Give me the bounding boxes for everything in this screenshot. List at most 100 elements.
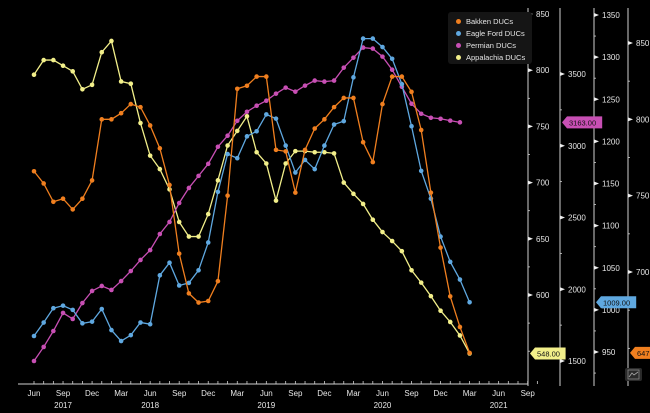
- data-point: [186, 291, 192, 296]
- y-axis-tick: [594, 97, 599, 102]
- data-point: [89, 319, 95, 324]
- data-point: [293, 89, 298, 94]
- y-axis-tick: [528, 180, 533, 185]
- x-tick-label: Jun: [260, 389, 273, 398]
- data-point: [118, 110, 124, 116]
- data-point: [31, 333, 37, 339]
- series-line: [33, 75, 471, 354]
- data-point: [399, 74, 405, 79]
- data-point: [60, 196, 66, 202]
- chart-type-button[interactable]: [625, 368, 642, 381]
- data-point: [109, 38, 114, 44]
- y-axis-tick: [594, 55, 599, 60]
- data-point: [322, 149, 327, 155]
- data-point: [196, 300, 201, 305]
- data-point: [254, 103, 259, 109]
- data-point: [322, 79, 327, 84]
- data-point: [447, 294, 453, 299]
- data-point: [244, 134, 250, 139]
- data-point: [447, 259, 453, 265]
- legend-dot-icon: [456, 31, 461, 36]
- data-point: [399, 81, 405, 87]
- x-tick-label: Mar: [114, 389, 128, 398]
- data-point: [380, 101, 385, 107]
- y-tick-label: 1350: [602, 11, 620, 20]
- data-point: [273, 198, 279, 203]
- data-point: [254, 149, 259, 155]
- data-point: [234, 128, 240, 134]
- legend-item-permian[interactable]: Permian DUCs: [448, 40, 532, 51]
- data-point: [370, 217, 376, 222]
- y-axis-tick: [560, 143, 565, 148]
- y-axis-tick: [594, 307, 599, 312]
- legend-label: Permian DUCs: [466, 41, 517, 50]
- data-point: [447, 319, 453, 325]
- data-point: [341, 95, 347, 101]
- data-point: [264, 112, 269, 117]
- y-tick-label: 950: [602, 348, 616, 357]
- data-point: [331, 122, 337, 127]
- x-tick-label: Sep: [288, 389, 303, 398]
- data-point: [186, 234, 192, 239]
- data-point: [186, 280, 192, 286]
- data-point: [254, 128, 259, 134]
- y-tick-label: 1150: [602, 180, 620, 189]
- x-tick-label: Jun: [28, 389, 41, 398]
- data-point: [264, 74, 269, 79]
- data-point: [60, 303, 66, 308]
- data-point: [196, 234, 201, 239]
- legend-dot-icon: [456, 19, 461, 24]
- y-tick-label: 700: [536, 179, 550, 188]
- y-tick-label: 3000: [568, 142, 586, 151]
- last-value-label: 3163.00: [569, 118, 596, 127]
- data-point: [283, 149, 288, 154]
- y-axis-tick: [560, 359, 565, 363]
- data-point: [370, 36, 376, 41]
- y-axis-tick: [594, 13, 599, 17]
- data-point: [341, 65, 347, 70]
- data-point: [31, 358, 37, 364]
- data-point: [167, 182, 172, 188]
- data-point: [380, 54, 385, 59]
- last-value-label: 1009.00: [603, 298, 630, 307]
- data-point: [147, 321, 153, 327]
- data-point: [138, 257, 143, 263]
- data-point: [409, 101, 414, 107]
- data-point: [99, 306, 105, 312]
- data-point: [196, 173, 201, 179]
- legend-item-bakken[interactable]: Bakken DUCs: [448, 16, 532, 27]
- data-point: [273, 91, 279, 96]
- y-tick-label: 800: [636, 115, 650, 124]
- data-point: [205, 211, 211, 217]
- data-point: [215, 278, 221, 284]
- legend-item-eagle-ford[interactable]: Eagle Ford DUCs: [448, 28, 532, 39]
- data-point: [370, 46, 376, 51]
- data-point: [302, 83, 308, 88]
- y-tick-label: 2000: [568, 285, 586, 294]
- y-tick-label: 1200: [602, 137, 620, 146]
- data-point: [176, 283, 182, 288]
- legend-label: Appalachia DUCs: [466, 53, 526, 62]
- last-value-flag: [562, 116, 603, 129]
- y-tick-label: 850: [536, 10, 550, 19]
- y-tick-label: 650: [536, 235, 550, 244]
- data-point: [31, 168, 37, 174]
- data-point: [99, 117, 105, 122]
- data-point: [215, 189, 221, 195]
- x-tick-label: Sep: [521, 389, 536, 398]
- data-point: [389, 67, 395, 72]
- data-point: [312, 149, 318, 155]
- x-tick-label: Jun: [492, 389, 505, 398]
- y-tick-label: 1050: [602, 264, 620, 273]
- data-point: [176, 200, 182, 206]
- data-point: [341, 180, 347, 185]
- data-point: [215, 178, 221, 183]
- x-tick-label: Sep: [404, 389, 419, 398]
- data-point: [244, 83, 250, 89]
- data-point: [264, 98, 269, 103]
- y-axis-tick: [628, 41, 633, 45]
- legend-item-appalachia[interactable]: Appalachia DUCs: [448, 52, 532, 63]
- y-axis-tick: [560, 215, 565, 220]
- data-point: [283, 85, 288, 90]
